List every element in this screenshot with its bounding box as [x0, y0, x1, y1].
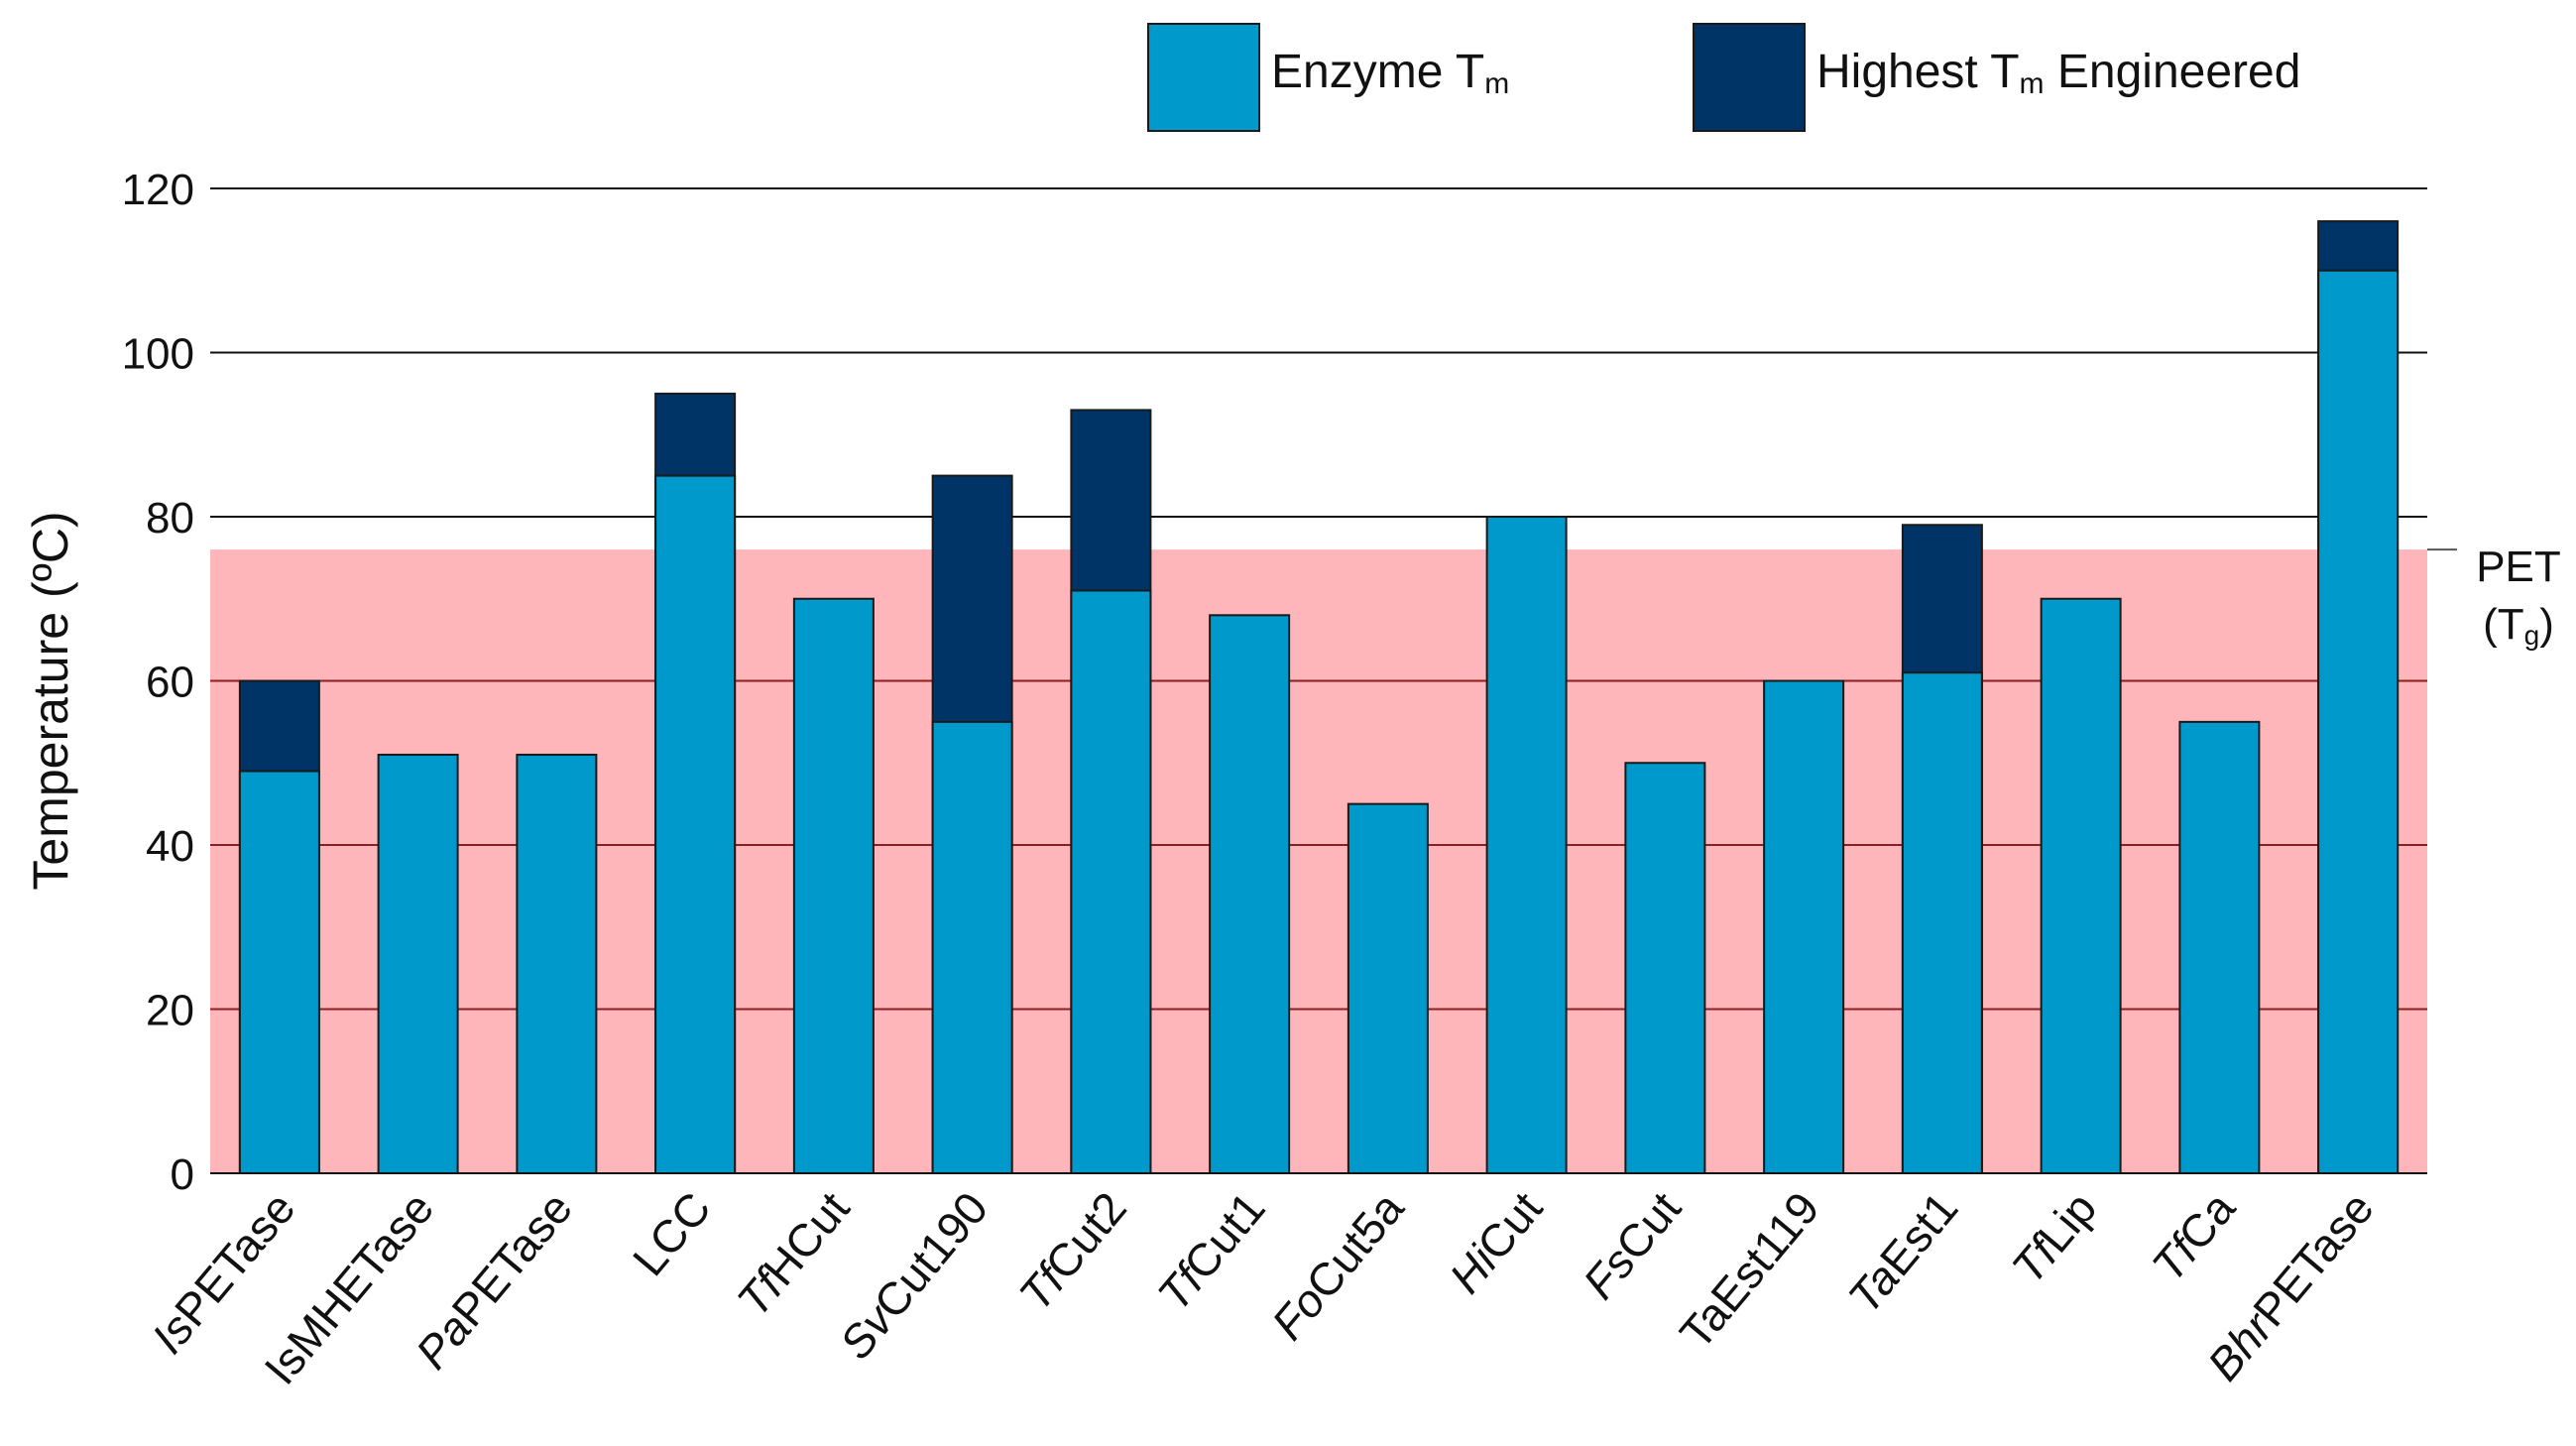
bar-enzyme-15	[2317, 269, 2400, 1174]
y-axis-label: Temperature (ºC)	[23, 511, 78, 890]
x-tick-label: LCC	[623, 1182, 721, 1285]
x-tick-label: TfCa	[2142, 1182, 2245, 1291]
y-tick-label: 40	[146, 822, 194, 871]
bar-enzyme-7	[1209, 614, 1291, 1174]
y-tick-label: 20	[146, 987, 194, 1035]
bar-enzyme-14	[2178, 720, 2261, 1174]
y-tick-label: 0	[171, 1150, 194, 1199]
bar-enzyme-6	[1070, 589, 1152, 1174]
bar-enzyme-13	[2040, 597, 2122, 1174]
bar-enzyme-2	[516, 753, 598, 1174]
x-tick-label: TfCut2	[1008, 1182, 1136, 1320]
x-tick-label: TfLip	[2002, 1182, 2107, 1293]
x-tick-label: TfCut1	[1147, 1182, 1275, 1320]
bar-enzyme-10	[1624, 762, 1706, 1174]
legend-label-0: Enzyme Tm	[1271, 46, 1509, 100]
x-tick-label: HiCut	[1440, 1182, 1553, 1303]
x-tick-label: FsCut	[1573, 1182, 1691, 1309]
legend-label-1: Highest Tm Engineered	[1816, 46, 2300, 100]
bar-enzyme-11	[1763, 679, 1845, 1174]
legend-swatch-1	[1693, 23, 1806, 132]
bar-enzyme-1	[377, 753, 459, 1174]
bar-enzyme-9	[1485, 516, 1568, 1174]
bar-enzyme-0	[238, 770, 320, 1175]
bar-enzyme-4	[792, 597, 875, 1174]
bar-enzyme-3	[654, 474, 737, 1174]
y-tick-label: 80	[146, 494, 194, 542]
x-tick-label: SvCut190	[830, 1182, 998, 1369]
x-tick-label: TaEst119	[1670, 1182, 1829, 1359]
legend-swatch-0	[1147, 23, 1260, 132]
x-tick-label: FoCut5a	[1261, 1182, 1414, 1350]
y-tick-label: 120	[122, 166, 194, 214]
x-tick-label: TaEst1	[1838, 1182, 1968, 1323]
bar-enzyme-5	[931, 720, 1013, 1174]
pet-tg-label: PET (Tg)	[2476, 542, 2561, 651]
bar-enzyme-8	[1347, 802, 1429, 1174]
bar-enzyme-12	[1901, 671, 1983, 1174]
y-tick-label: 100	[122, 330, 194, 379]
x-tick-label: TfHCut	[727, 1182, 860, 1326]
y-tick-label: 60	[146, 659, 194, 707]
